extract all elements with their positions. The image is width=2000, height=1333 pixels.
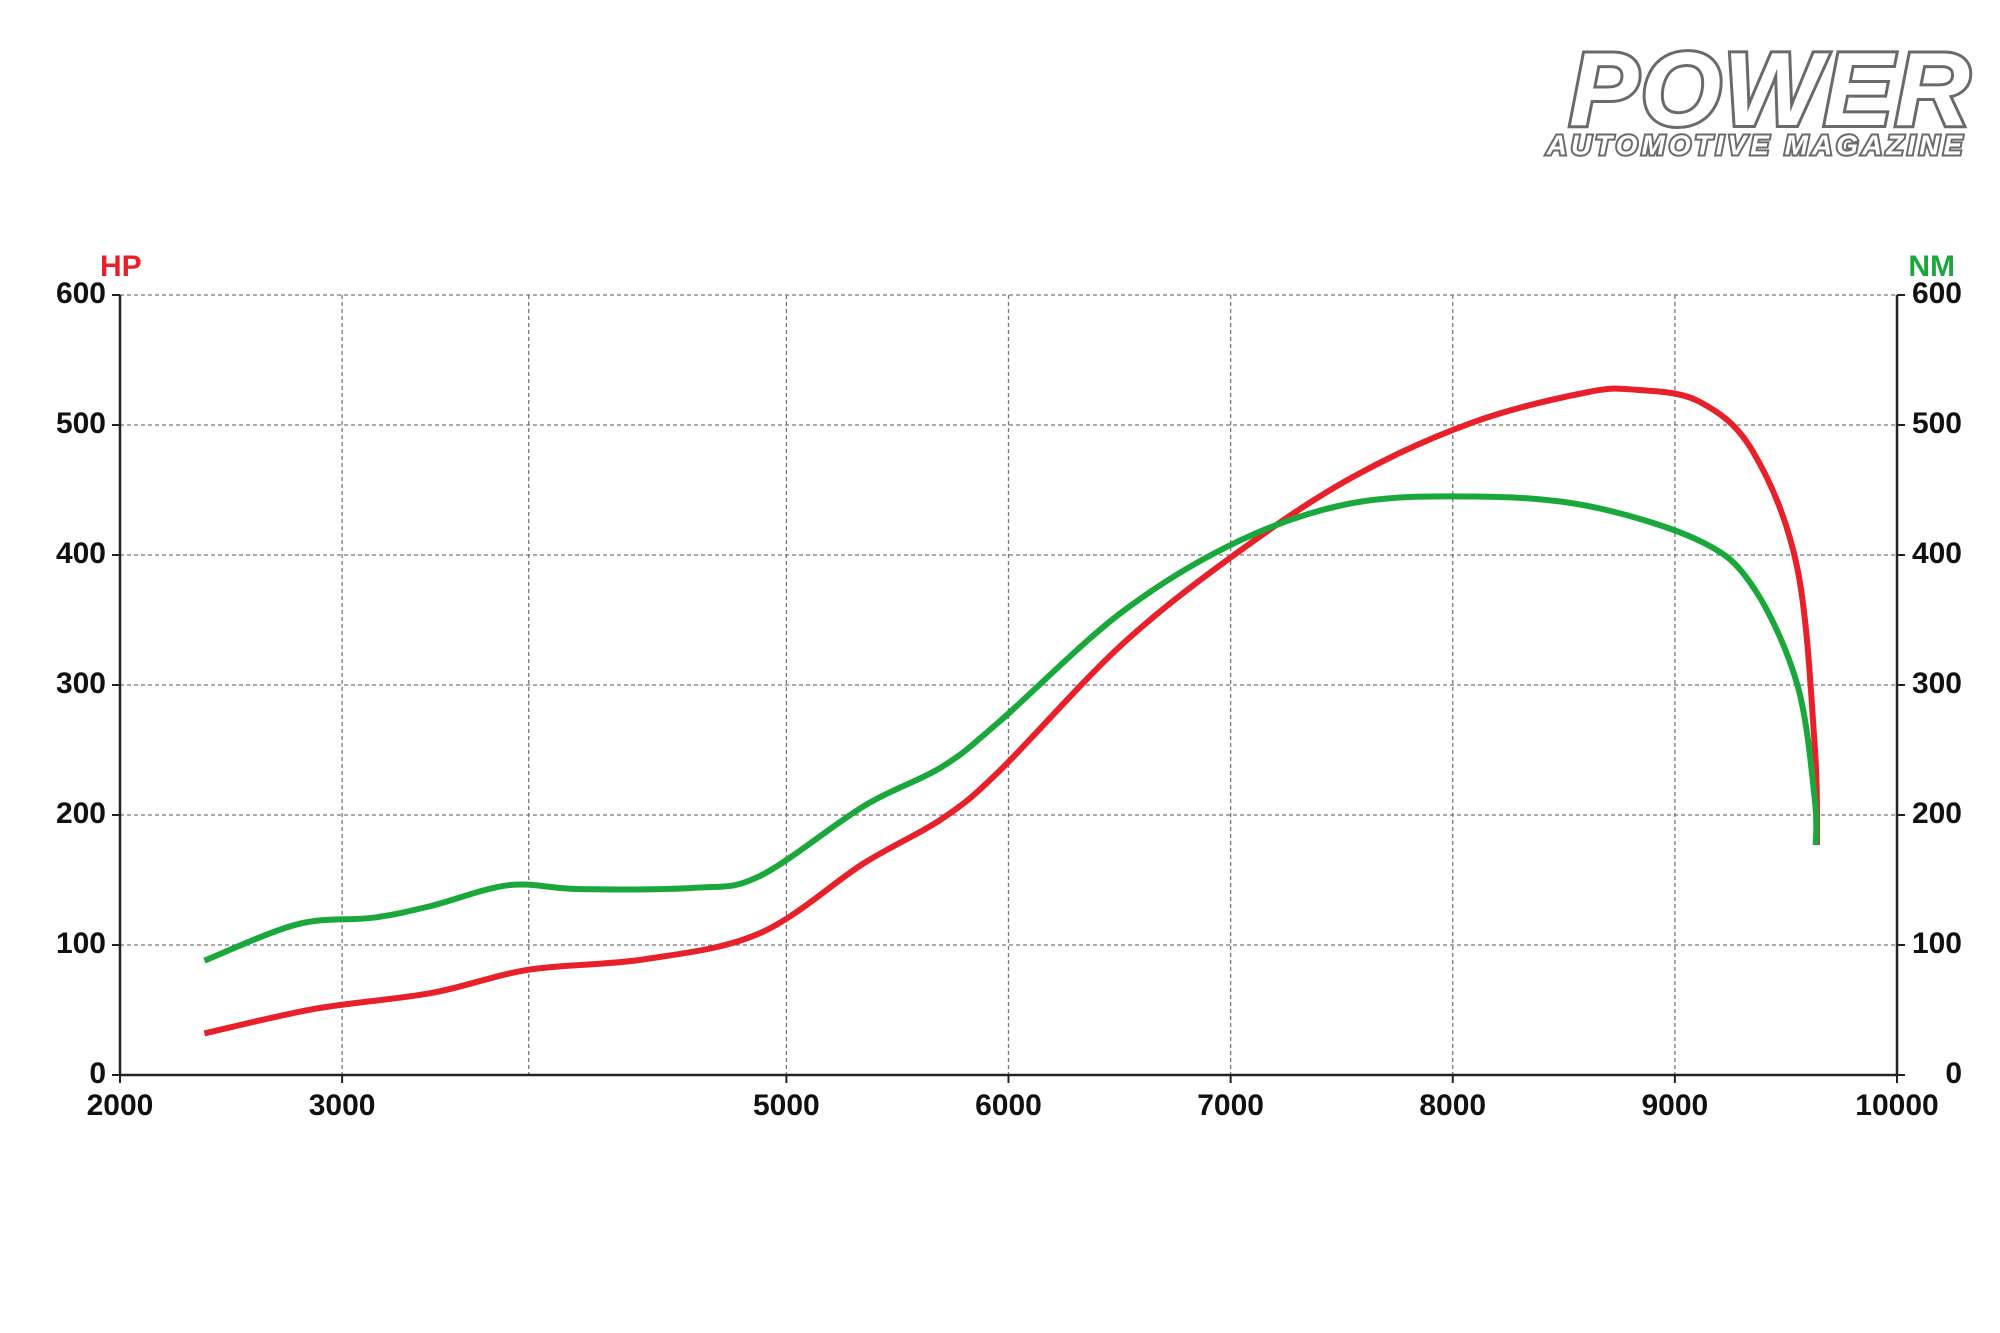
x-tick-label: 3000 (309, 1089, 376, 1122)
x-tick-label: 8000 (1419, 1089, 1486, 1122)
x-tick-label: 2000 (87, 1089, 154, 1122)
x-tick-label: 6000 (975, 1089, 1042, 1122)
y2-tick-label: 200 (1912, 797, 1962, 830)
brand-tagline: AUTOMOTIVE MAGAZINE (1546, 129, 1966, 160)
y-tick-label: 0 (89, 1057, 106, 1090)
x-tick-label: 7000 (1197, 1089, 1264, 1122)
y2-tick-label: 300 (1912, 667, 1962, 700)
y-tick-label: 600 (56, 277, 106, 310)
x-tick-label: 10000 (1855, 1089, 1938, 1122)
y2-tick-label: 400 (1912, 537, 1962, 570)
x-tick-label: 9000 (1642, 1089, 1709, 1122)
y-tick-label: 500 (56, 407, 106, 440)
data-line (203, 385, 1821, 1037)
y2-tick-label: 0 (1945, 1057, 1962, 1090)
y-tick-label: 200 (56, 797, 106, 830)
y2-axis-title: NM (1908, 250, 1955, 283)
x-tick-label: 5000 (753, 1089, 820, 1122)
y2-tick-label: 100 (1912, 927, 1962, 960)
y-axis-title: HP (100, 250, 142, 283)
brand-logo: POWER (1569, 32, 1972, 148)
y-tick-label: 300 (56, 667, 106, 700)
y2-tick-label: 500 (1912, 407, 1962, 440)
y-tick-label: 400 (56, 537, 106, 570)
y2-tick-label: 600 (1912, 277, 1962, 310)
y-tick-label: 100 (56, 927, 106, 960)
data-line (203, 493, 1820, 964)
